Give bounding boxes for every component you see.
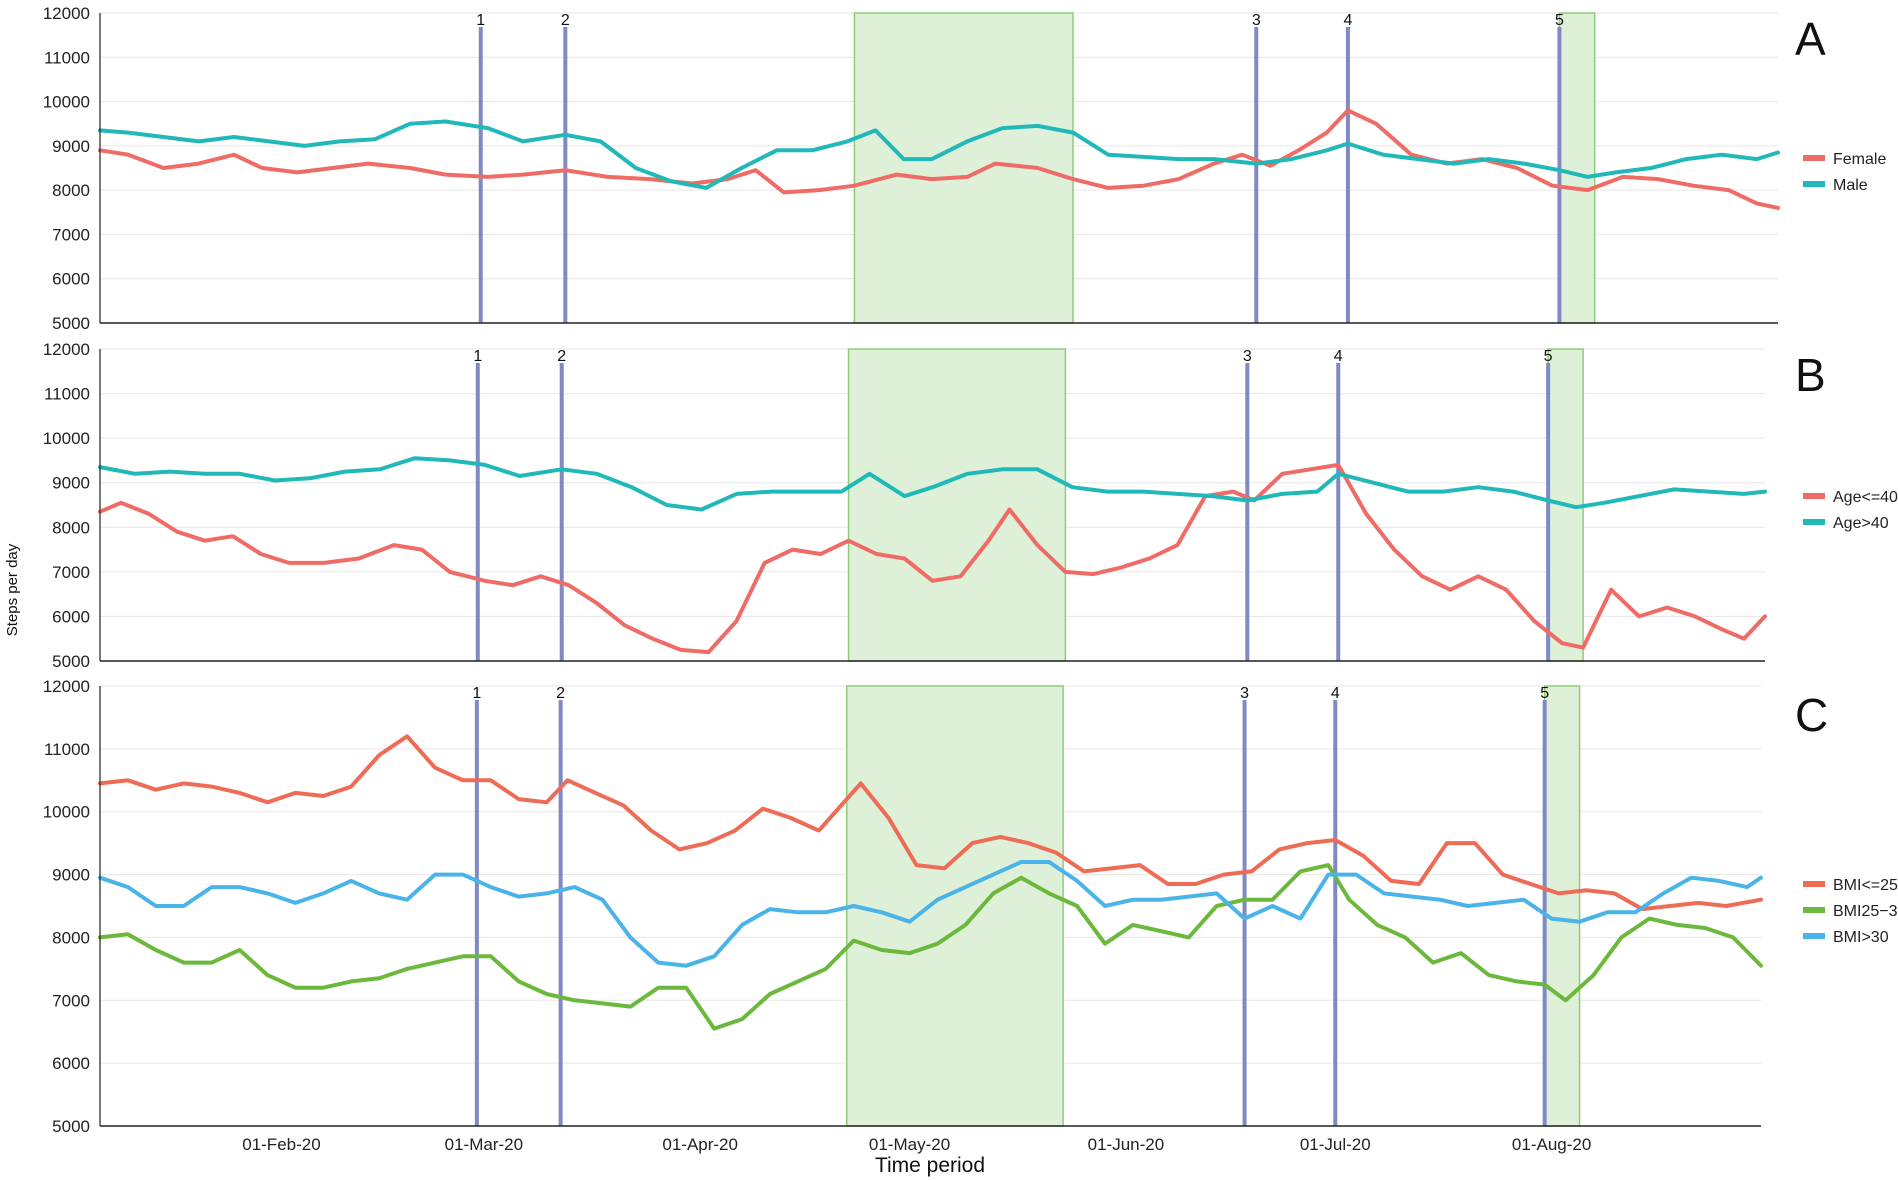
x-tick-label: 01-Jul-20 [1300, 1135, 1371, 1154]
series-line-bmi_gt30 [98, 860, 1763, 968]
panel-c: 5000 6000 7000 8000 9000 10000 11000 12000 1 2 3 4 5… [43, 677, 1898, 1154]
x-axis-title: Time period [875, 1154, 985, 1177]
y-tick-label: 6000 [52, 1054, 90, 1073]
y-tick-label: 11000 [44, 740, 90, 759]
legend-label: BMI>30 [1833, 929, 1889, 946]
y-tick-label: 5000 [52, 314, 90, 333]
event-label: 5 [1540, 685, 1549, 702]
event-label: 5 [1555, 12, 1564, 29]
series-line-male [98, 119, 1780, 190]
y-tick-label: 8000 [52, 928, 90, 947]
y-tick-label: 5000 [52, 652, 90, 671]
legend-label: Male [1833, 177, 1868, 194]
y-tick-label: 6000 [52, 607, 90, 626]
legend-label: BMI25−30 [1833, 903, 1898, 920]
y-tick-label: 9000 [52, 866, 90, 885]
x-tick-label: 01-Apr-20 [662, 1135, 738, 1154]
y-tick-label: 5000 [52, 1117, 90, 1136]
x-tick-label: 01-May-20 [869, 1135, 950, 1154]
y-tick-label: 9000 [52, 137, 90, 156]
y-tick-label: 11000 [44, 385, 90, 404]
y-tick-label: 10000 [43, 429, 90, 448]
y-tick-label: 12000 [43, 677, 90, 696]
legend-label: Age<=40 [1833, 489, 1898, 506]
event-label: 4 [1334, 348, 1343, 365]
legend-label: BMI<=25 [1833, 877, 1898, 894]
y-tick-label: 10000 [43, 803, 90, 822]
y-tick-label: 11000 [44, 48, 90, 67]
event-label: 1 [472, 685, 481, 702]
y-tick-label: 10000 [43, 93, 90, 112]
y-tick-label: 8000 [52, 518, 90, 537]
event-label: 1 [476, 12, 485, 29]
series-line-female [98, 108, 1780, 210]
event-label: 1 [473, 348, 482, 365]
legend-label: Female [1833, 151, 1886, 168]
shaded-period [1558, 12, 1596, 324]
event-label: 4 [1331, 685, 1340, 702]
y-tick-label: 6000 [52, 270, 90, 289]
series-line-age_gt40 [98, 456, 1767, 512]
y-tick-label: 12000 [43, 340, 90, 359]
y-axis-title: Steps per day [4, 543, 21, 636]
event-label: 5 [1544, 348, 1553, 365]
y-tick-label: 12000 [43, 4, 90, 23]
event-label: 3 [1252, 12, 1261, 29]
event-label: 3 [1243, 348, 1252, 365]
event-label: 3 [1240, 685, 1249, 702]
y-tick-label: 9000 [52, 474, 90, 493]
x-tick-label: 01-Mar-20 [445, 1135, 523, 1154]
series-line-bmi_25_30 [98, 863, 1763, 1031]
shaded-period [1543, 685, 1581, 1127]
legend-label: Age>40 [1833, 515, 1889, 532]
event-label: 2 [561, 12, 570, 29]
x-tick-label: 01-Aug-20 [1512, 1135, 1591, 1154]
event-label: 2 [556, 685, 565, 702]
shaded-period [847, 348, 1067, 662]
y-tick-label: 7000 [52, 991, 90, 1010]
x-tick-label: 01-Jun-20 [1088, 1135, 1165, 1154]
y-tick-label: 8000 [52, 181, 90, 200]
y-tick-label: 7000 [52, 225, 90, 244]
y-tick-label: 7000 [52, 563, 90, 582]
series-line-bmi_le25 [98, 734, 1763, 912]
panel-letter: A [1795, 13, 1826, 65]
event-label: 4 [1343, 12, 1352, 29]
panel-a: 5000 6000 7000 8000 9000 10000 11000 12000 1 2 3 4 5… [43, 4, 1887, 333]
panel-b: 5000 6000 7000 8000 9000 10000 11000 12000 1 2 3 4 5… [43, 340, 1898, 671]
x-tick-label: 01-Feb-20 [242, 1135, 320, 1154]
panel-letter: C [1795, 689, 1828, 741]
panel-letter: B [1795, 349, 1826, 401]
shaded-period [846, 685, 1064, 1127]
event-label: 2 [557, 348, 566, 365]
series-line-age_le40 [98, 462, 1767, 655]
